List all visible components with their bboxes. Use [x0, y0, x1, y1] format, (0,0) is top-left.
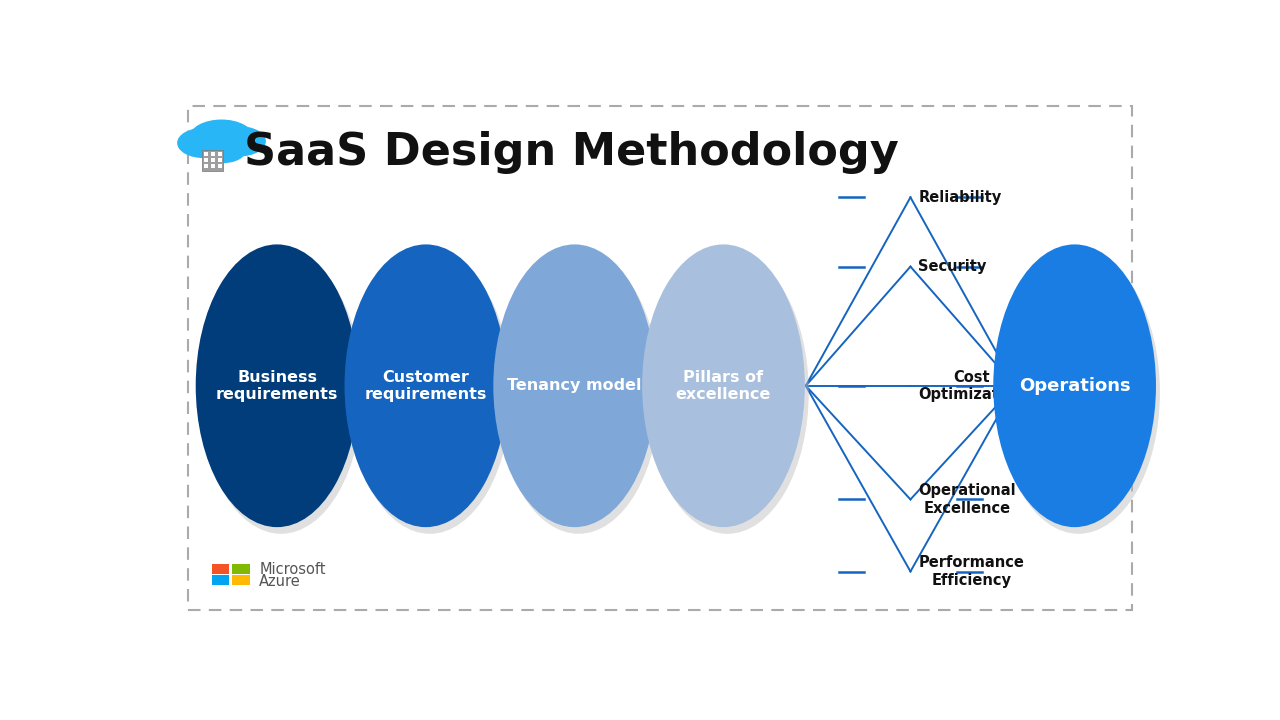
- Circle shape: [214, 127, 265, 156]
- FancyBboxPatch shape: [211, 564, 229, 574]
- Text: Customer
requirements: Customer requirements: [365, 369, 488, 402]
- Text: Security: Security: [918, 259, 987, 274]
- Text: Performance
Efficiency: Performance Efficiency: [918, 555, 1024, 588]
- Ellipse shape: [997, 251, 1160, 534]
- Text: Reliability: Reliability: [918, 190, 1002, 204]
- Text: Operational
Excellence: Operational Excellence: [918, 483, 1016, 516]
- FancyBboxPatch shape: [218, 164, 221, 168]
- Circle shape: [202, 138, 246, 162]
- Circle shape: [189, 120, 253, 156]
- Ellipse shape: [200, 251, 362, 534]
- FancyBboxPatch shape: [202, 150, 224, 171]
- Ellipse shape: [196, 244, 358, 527]
- FancyBboxPatch shape: [233, 575, 251, 585]
- Circle shape: [178, 129, 229, 158]
- Ellipse shape: [646, 251, 809, 534]
- Text: Azure: Azure: [259, 574, 301, 589]
- Text: Business
requirements: Business requirements: [216, 369, 338, 402]
- Ellipse shape: [993, 244, 1156, 527]
- FancyBboxPatch shape: [233, 564, 251, 574]
- Text: Microsoft: Microsoft: [259, 562, 325, 577]
- FancyBboxPatch shape: [204, 158, 207, 162]
- FancyBboxPatch shape: [218, 152, 221, 156]
- Text: Operations: Operations: [1019, 377, 1130, 395]
- Ellipse shape: [344, 244, 507, 527]
- Ellipse shape: [643, 244, 805, 527]
- FancyBboxPatch shape: [211, 164, 215, 168]
- FancyBboxPatch shape: [211, 152, 215, 156]
- Text: Cost
Optimization: Cost Optimization: [918, 369, 1025, 402]
- Text: Tenancy model: Tenancy model: [507, 378, 641, 393]
- FancyBboxPatch shape: [211, 158, 215, 162]
- FancyBboxPatch shape: [204, 152, 207, 156]
- Ellipse shape: [498, 251, 660, 534]
- FancyBboxPatch shape: [218, 158, 221, 162]
- Text: Pillars of
excellence: Pillars of excellence: [676, 369, 771, 402]
- Ellipse shape: [348, 251, 511, 534]
- FancyBboxPatch shape: [204, 164, 207, 168]
- Text: SaaS Design Methodology: SaaS Design Methodology: [244, 131, 899, 174]
- Ellipse shape: [493, 244, 657, 527]
- FancyBboxPatch shape: [211, 575, 229, 585]
